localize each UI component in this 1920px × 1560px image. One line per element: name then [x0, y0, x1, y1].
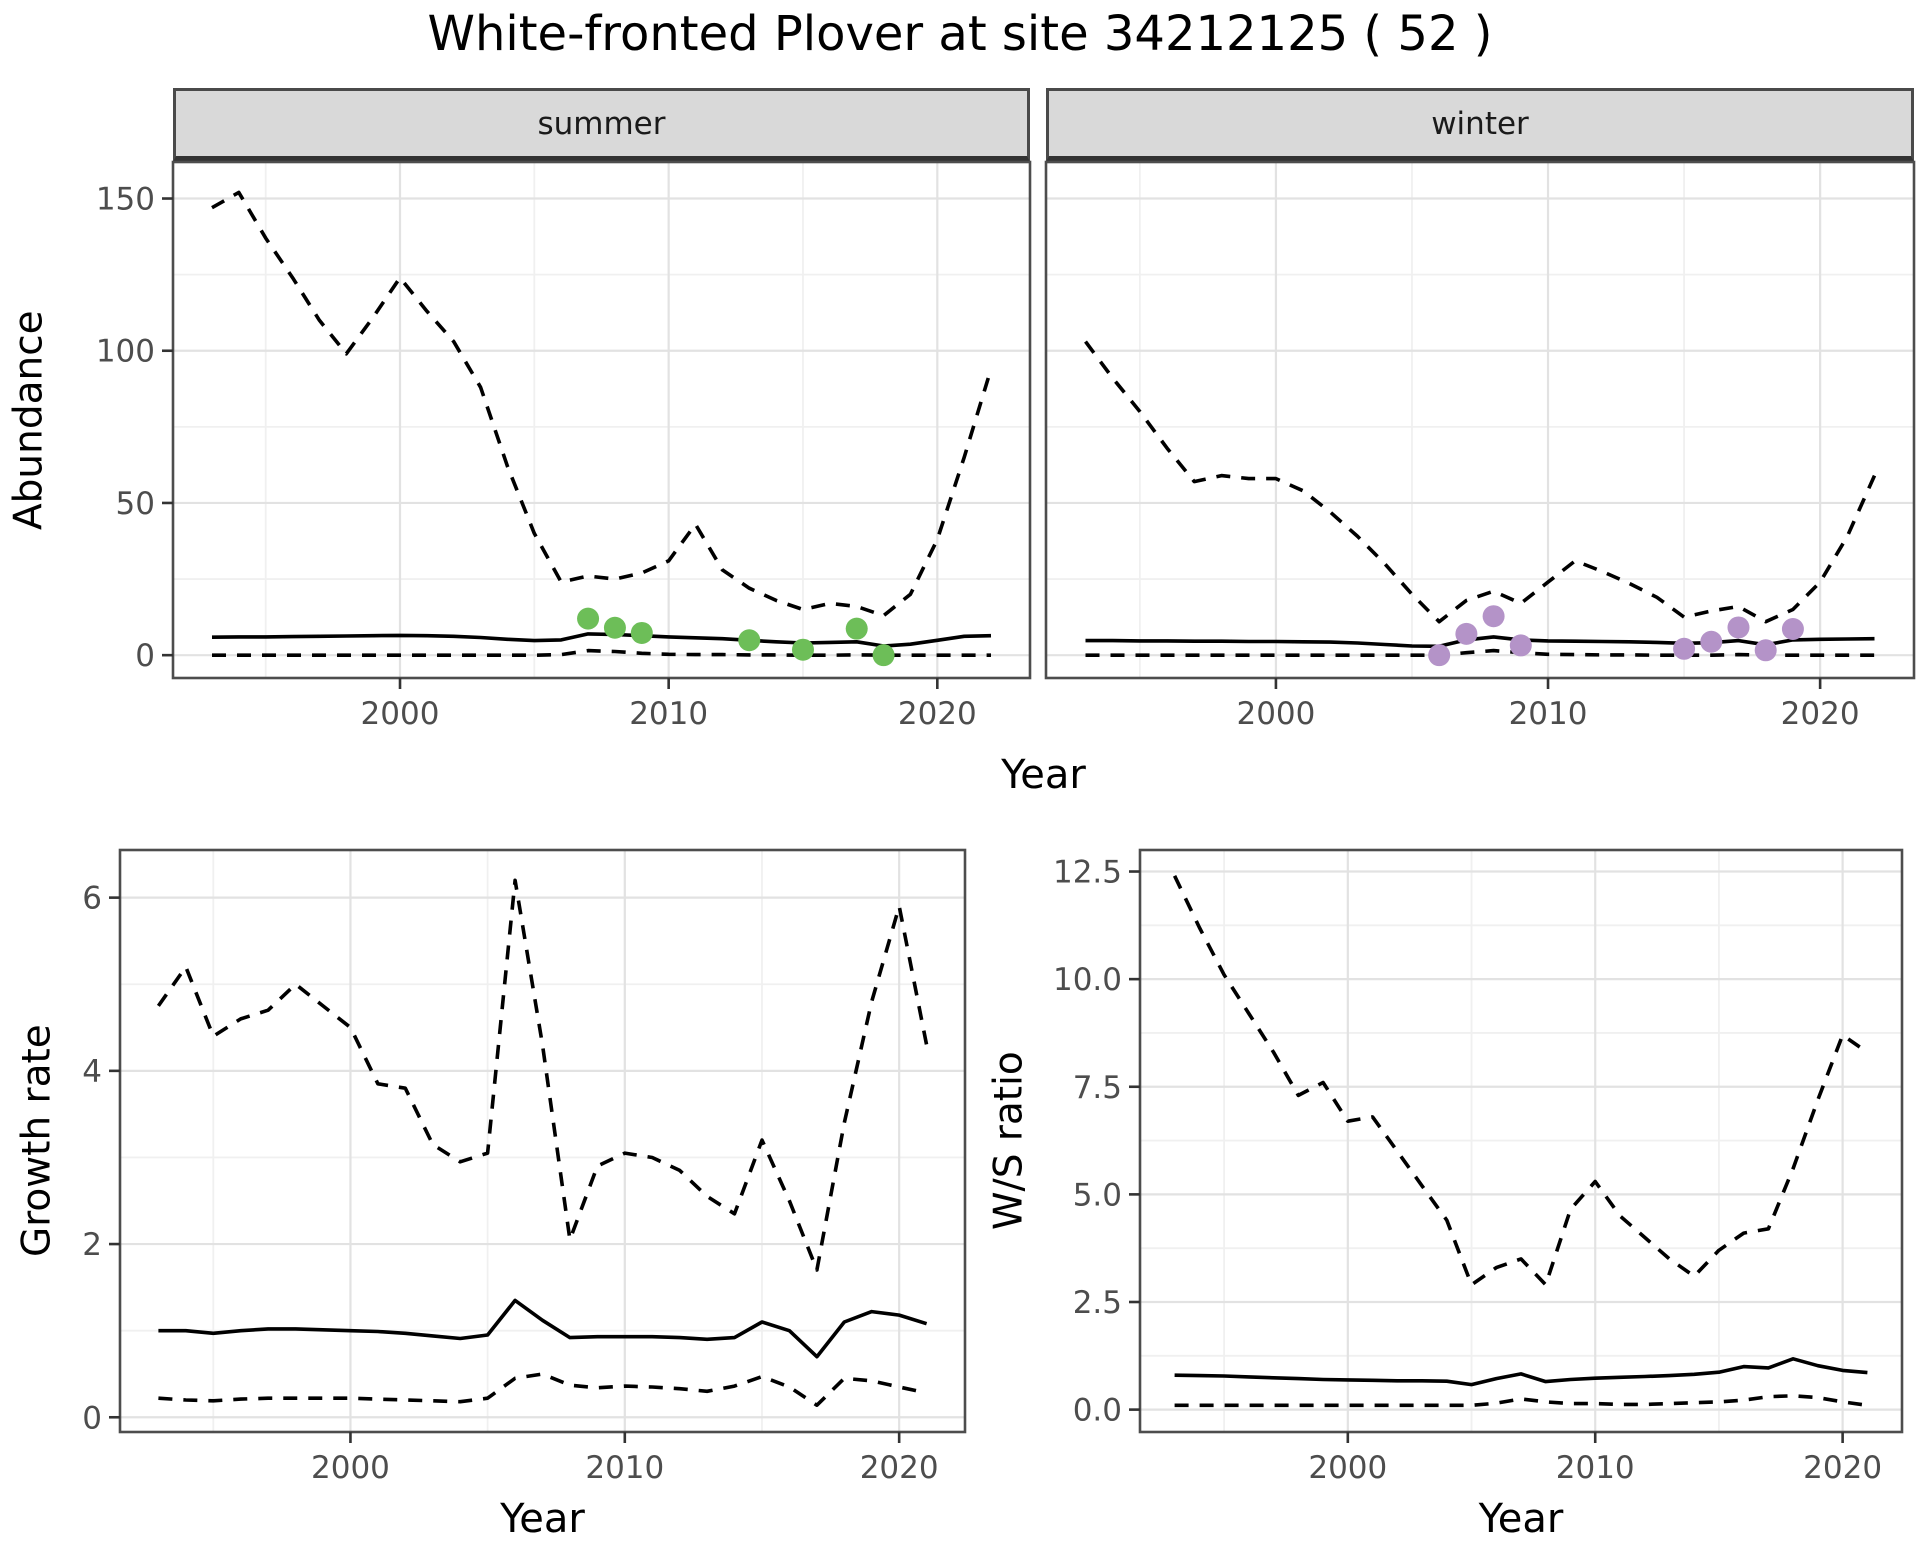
- winter-observation-dot: [1781, 617, 1804, 640]
- x-tick-label: 2020: [898, 696, 977, 732]
- winter-observation-dot: [1700, 630, 1723, 653]
- growth-upper-ci-line: [156, 878, 929, 1272]
- y-tick-label: 7.5: [1073, 1070, 1122, 1106]
- ws-lower-ci-line: [1174, 1394, 1868, 1408]
- x-tick-label: 2000: [1236, 696, 1315, 732]
- winter-observation-dot: [1428, 644, 1451, 667]
- panel-winter: 2000 2010 2020: [1044, 160, 1916, 732]
- winter-observation-dot: [1727, 616, 1750, 639]
- winter-median-line: [1085, 635, 1875, 649]
- summer-observation-dot: [577, 607, 600, 630]
- abundance-axis-title: Abundance: [6, 310, 52, 530]
- winter-upper-ci-line: [1084, 340, 1877, 624]
- x-tick-label: 2020: [1781, 696, 1860, 732]
- summer-upper-ci-line: [211, 190, 993, 618]
- facet-strip-winter: winter: [1046, 88, 1914, 162]
- facet-strip-winter-label: winter: [1431, 105, 1529, 142]
- x-tick-label: 2010: [585, 1450, 664, 1486]
- summer-observation-dot: [603, 616, 626, 639]
- summer-observation-dots: [577, 607, 895, 667]
- summer-lower-ci-line: [212, 648, 991, 658]
- y-tick-label: 50: [116, 486, 155, 522]
- y-tick-label: 150: [96, 182, 155, 218]
- x-tick-label: 2010: [1509, 696, 1588, 732]
- winter-observation-dot: [1482, 605, 1505, 628]
- y-tick-label: 0: [82, 1400, 102, 1436]
- x-tick-label: 2000: [1308, 1450, 1387, 1486]
- summer-observation-dot: [738, 629, 761, 652]
- y-tick-label: 100: [96, 334, 155, 370]
- growth-x-axis-title: Year: [500, 1496, 585, 1542]
- y-tick-label: 5.0: [1073, 1177, 1122, 1213]
- facet-strip-summer-label: summer: [537, 105, 666, 142]
- summer-observation-dot: [791, 638, 814, 661]
- y-tick-label: 0.0: [1073, 1393, 1122, 1429]
- winter-observation-dots: [1428, 605, 1804, 667]
- summer-observation-dot: [630, 621, 653, 644]
- ws-ratio-axis-title: W/S ratio: [986, 1051, 1032, 1231]
- panel-border: [1138, 848, 1904, 1434]
- ws-x-axis-title: Year: [1478, 1496, 1564, 1542]
- x-tick-label: 2020: [860, 1450, 939, 1486]
- summer-observation-dot: [872, 644, 895, 667]
- panel-summer: 2000 2010 2020 0 50 100 150: [96, 160, 1032, 732]
- summer-median-line: [211, 632, 992, 648]
- ws-upper-ci-line: [1172, 875, 1869, 1287]
- growth-lower-ci-line: [158, 1372, 927, 1407]
- panel-ws: 2000 2010 2020 0.0 2.5 5.0 7.5 10.0 12.5: [1053, 848, 1904, 1486]
- growth-median-line: [158, 1298, 928, 1359]
- summer-observation-dot: [845, 617, 868, 640]
- winter-observation-dot: [1455, 622, 1478, 645]
- x-tick-label: 2010: [629, 696, 708, 732]
- winter-lower-ci-line: [1085, 648, 1875, 658]
- facet-strip-summer: summer: [173, 88, 1030, 162]
- plot-title: White-fronted Plover at site 34212125 ( …: [427, 6, 1493, 62]
- panel-border: [1044, 160, 1916, 680]
- panel-growth: 2000 2010 2020 0 2 4 6: [82, 848, 967, 1486]
- y-tick-label: 10.0: [1053, 962, 1122, 998]
- winter-observation-dot: [1509, 634, 1532, 657]
- top-row-x-axis-title: Year: [1001, 752, 1086, 798]
- panel-border: [171, 160, 1032, 680]
- panel-border: [118, 848, 967, 1434]
- growth-rate-axis-title: Growth rate: [14, 1024, 60, 1258]
- y-tick-label: 4: [82, 1054, 102, 1090]
- y-tick-label: 6: [82, 881, 102, 917]
- y-tick-label: 12.5: [1053, 855, 1122, 891]
- y-tick-label: 2.5: [1073, 1285, 1122, 1321]
- x-tick-label: 2000: [361, 696, 440, 732]
- x-tick-label: 2000: [311, 1450, 390, 1486]
- winter-observation-dot: [1673, 637, 1696, 660]
- y-tick-label: 0: [135, 638, 155, 674]
- x-tick-label: 2010: [1556, 1450, 1635, 1486]
- ws-median-line: [1174, 1357, 1868, 1387]
- y-tick-label: 2: [82, 1227, 102, 1263]
- winter-observation-dot: [1754, 639, 1777, 662]
- x-tick-label: 2020: [1803, 1450, 1882, 1486]
